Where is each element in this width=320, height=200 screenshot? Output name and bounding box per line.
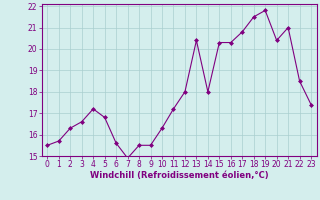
X-axis label: Windchill (Refroidissement éolien,°C): Windchill (Refroidissement éolien,°C) — [90, 171, 268, 180]
